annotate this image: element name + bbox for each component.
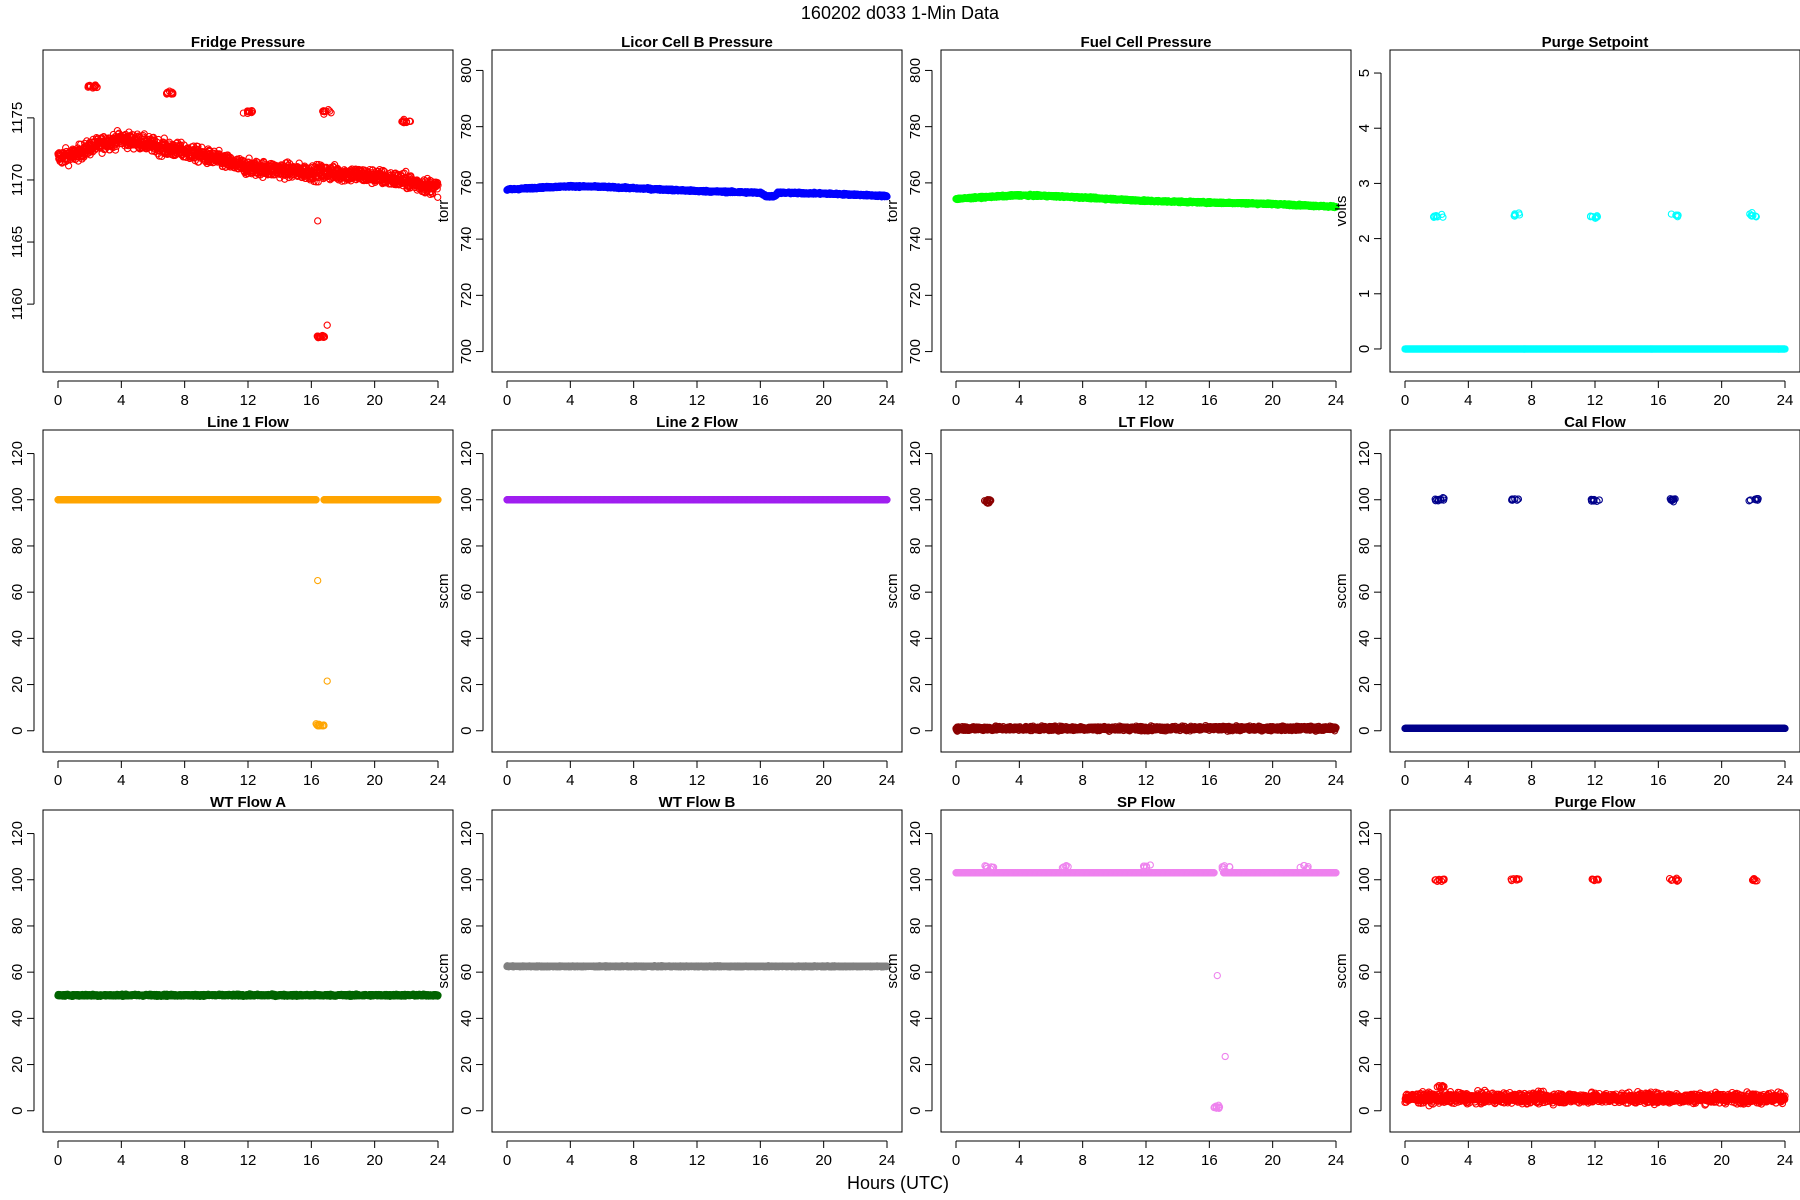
- x-tick-label: 16: [752, 392, 769, 409]
- x-tick-label: 24: [430, 392, 447, 409]
- x-tick-label: 16: [303, 392, 320, 409]
- y-axis-label: torr: [435, 200, 452, 223]
- y-tick-label: 740: [458, 227, 475, 252]
- y-tick-label: 700: [907, 339, 924, 364]
- y-tick-label: 800: [907, 58, 924, 83]
- x-tick-label: 0: [952, 392, 960, 409]
- y-tick-label: 1165: [9, 226, 26, 258]
- x-tick-label: 20: [1264, 392, 1281, 409]
- data-points: [1401, 209, 1789, 353]
- x-tick-label: 16: [1650, 392, 1667, 409]
- x-tick-label: 24: [1777, 392, 1794, 409]
- x-tick-label: 0: [503, 392, 511, 409]
- y-tick-label: 740: [907, 227, 924, 252]
- figure-title: 160202 d033 1-Min Data: [801, 3, 1000, 23]
- plot-frame: [940, 49, 1352, 373]
- x-tick-label: 12: [240, 392, 257, 409]
- y-tick-label: 780: [907, 114, 924, 139]
- panel-title: Fridge Pressure: [191, 34, 305, 51]
- y-tick-label: 3: [1356, 179, 1373, 187]
- panel-3: Fuel Cell Pressure torr 0 4 8 12 16 20 24 700 720 7…: [884, 34, 1352, 409]
- panel-title: Fuel Cell Pressure: [1081, 34, 1212, 51]
- y-tick-label: 5: [1356, 69, 1373, 77]
- y-tick-label: 2: [1356, 234, 1373, 242]
- data-point: [64, 162, 73, 170]
- x-tick-label: 8: [180, 392, 188, 409]
- x-tick-label: 0: [1401, 392, 1409, 409]
- y-tick-label: 700: [458, 339, 475, 364]
- x-tick-label: 0: [54, 392, 62, 409]
- x-tick-label: 12: [1587, 392, 1604, 409]
- x-tick-label: 8: [1527, 392, 1535, 409]
- x-tick-label: 4: [117, 392, 125, 409]
- x-tick-label: 12: [1138, 392, 1155, 409]
- x-tick-label: 24: [1328, 392, 1345, 409]
- data-points: [952, 190, 1340, 212]
- x-tick-label: 20: [815, 392, 832, 409]
- y-tick-label: 760: [907, 170, 924, 195]
- x-tick-label: 8: [1078, 392, 1086, 409]
- y-tick-label: 1170: [9, 164, 26, 196]
- data-point: [434, 193, 442, 201]
- x-tick-label: 4: [1015, 392, 1023, 409]
- y-tick-label: 780: [458, 114, 475, 139]
- y-axis-label: torr: [884, 200, 901, 223]
- data-points: [503, 181, 891, 201]
- y-tick-label: 720: [458, 283, 475, 308]
- plot-frame: [1389, 49, 1800, 373]
- panel-title: Purge Setpoint: [1542, 34, 1649, 51]
- y-tick-label: 1175: [9, 102, 26, 134]
- plot-frame: [42, 49, 454, 373]
- y-tick-label: 0: [1356, 345, 1373, 353]
- x-tick-label: 4: [566, 392, 574, 409]
- y-tick-label: 760: [458, 170, 475, 195]
- plot-frame: [491, 49, 903, 373]
- x-tick-label: 20: [366, 392, 383, 409]
- data-points: [54, 81, 442, 342]
- data-point: [194, 142, 202, 151]
- y-axis-label: volts: [1333, 196, 1350, 227]
- y-tick-label: 720: [907, 283, 924, 308]
- data-point: [283, 158, 292, 166]
- figure-x-label: Hours (UTC): [847, 1173, 949, 1193]
- outlier-point: [314, 217, 322, 225]
- y-tick-label: 800: [458, 58, 475, 83]
- x-tick-label: 16: [1201, 392, 1218, 409]
- x-tick-label: 24: [879, 392, 896, 409]
- panel-1: Fridge Pressure torr 0 4 8 12 16 20 24 1160 1165 11…: [0, 34, 454, 409]
- panel-title: Licor Cell B Pressure: [621, 34, 773, 51]
- x-tick-label: 4: [1464, 392, 1472, 409]
- x-tick-label: 12: [689, 392, 706, 409]
- x-tick-label: 20: [1713, 392, 1730, 409]
- y-tick-label: 1160: [9, 288, 26, 320]
- panel-2: Licor Cell B Pressure torr 0 4 8 12 16 20 24 700 7…: [435, 34, 903, 409]
- x-tick-label: 8: [629, 392, 637, 409]
- outlier-point: [323, 321, 331, 329]
- y-axis-label: torr: [0, 200, 3, 223]
- y-tick-label: 1: [1356, 290, 1373, 298]
- y-tick-label: 4: [1356, 124, 1373, 132]
